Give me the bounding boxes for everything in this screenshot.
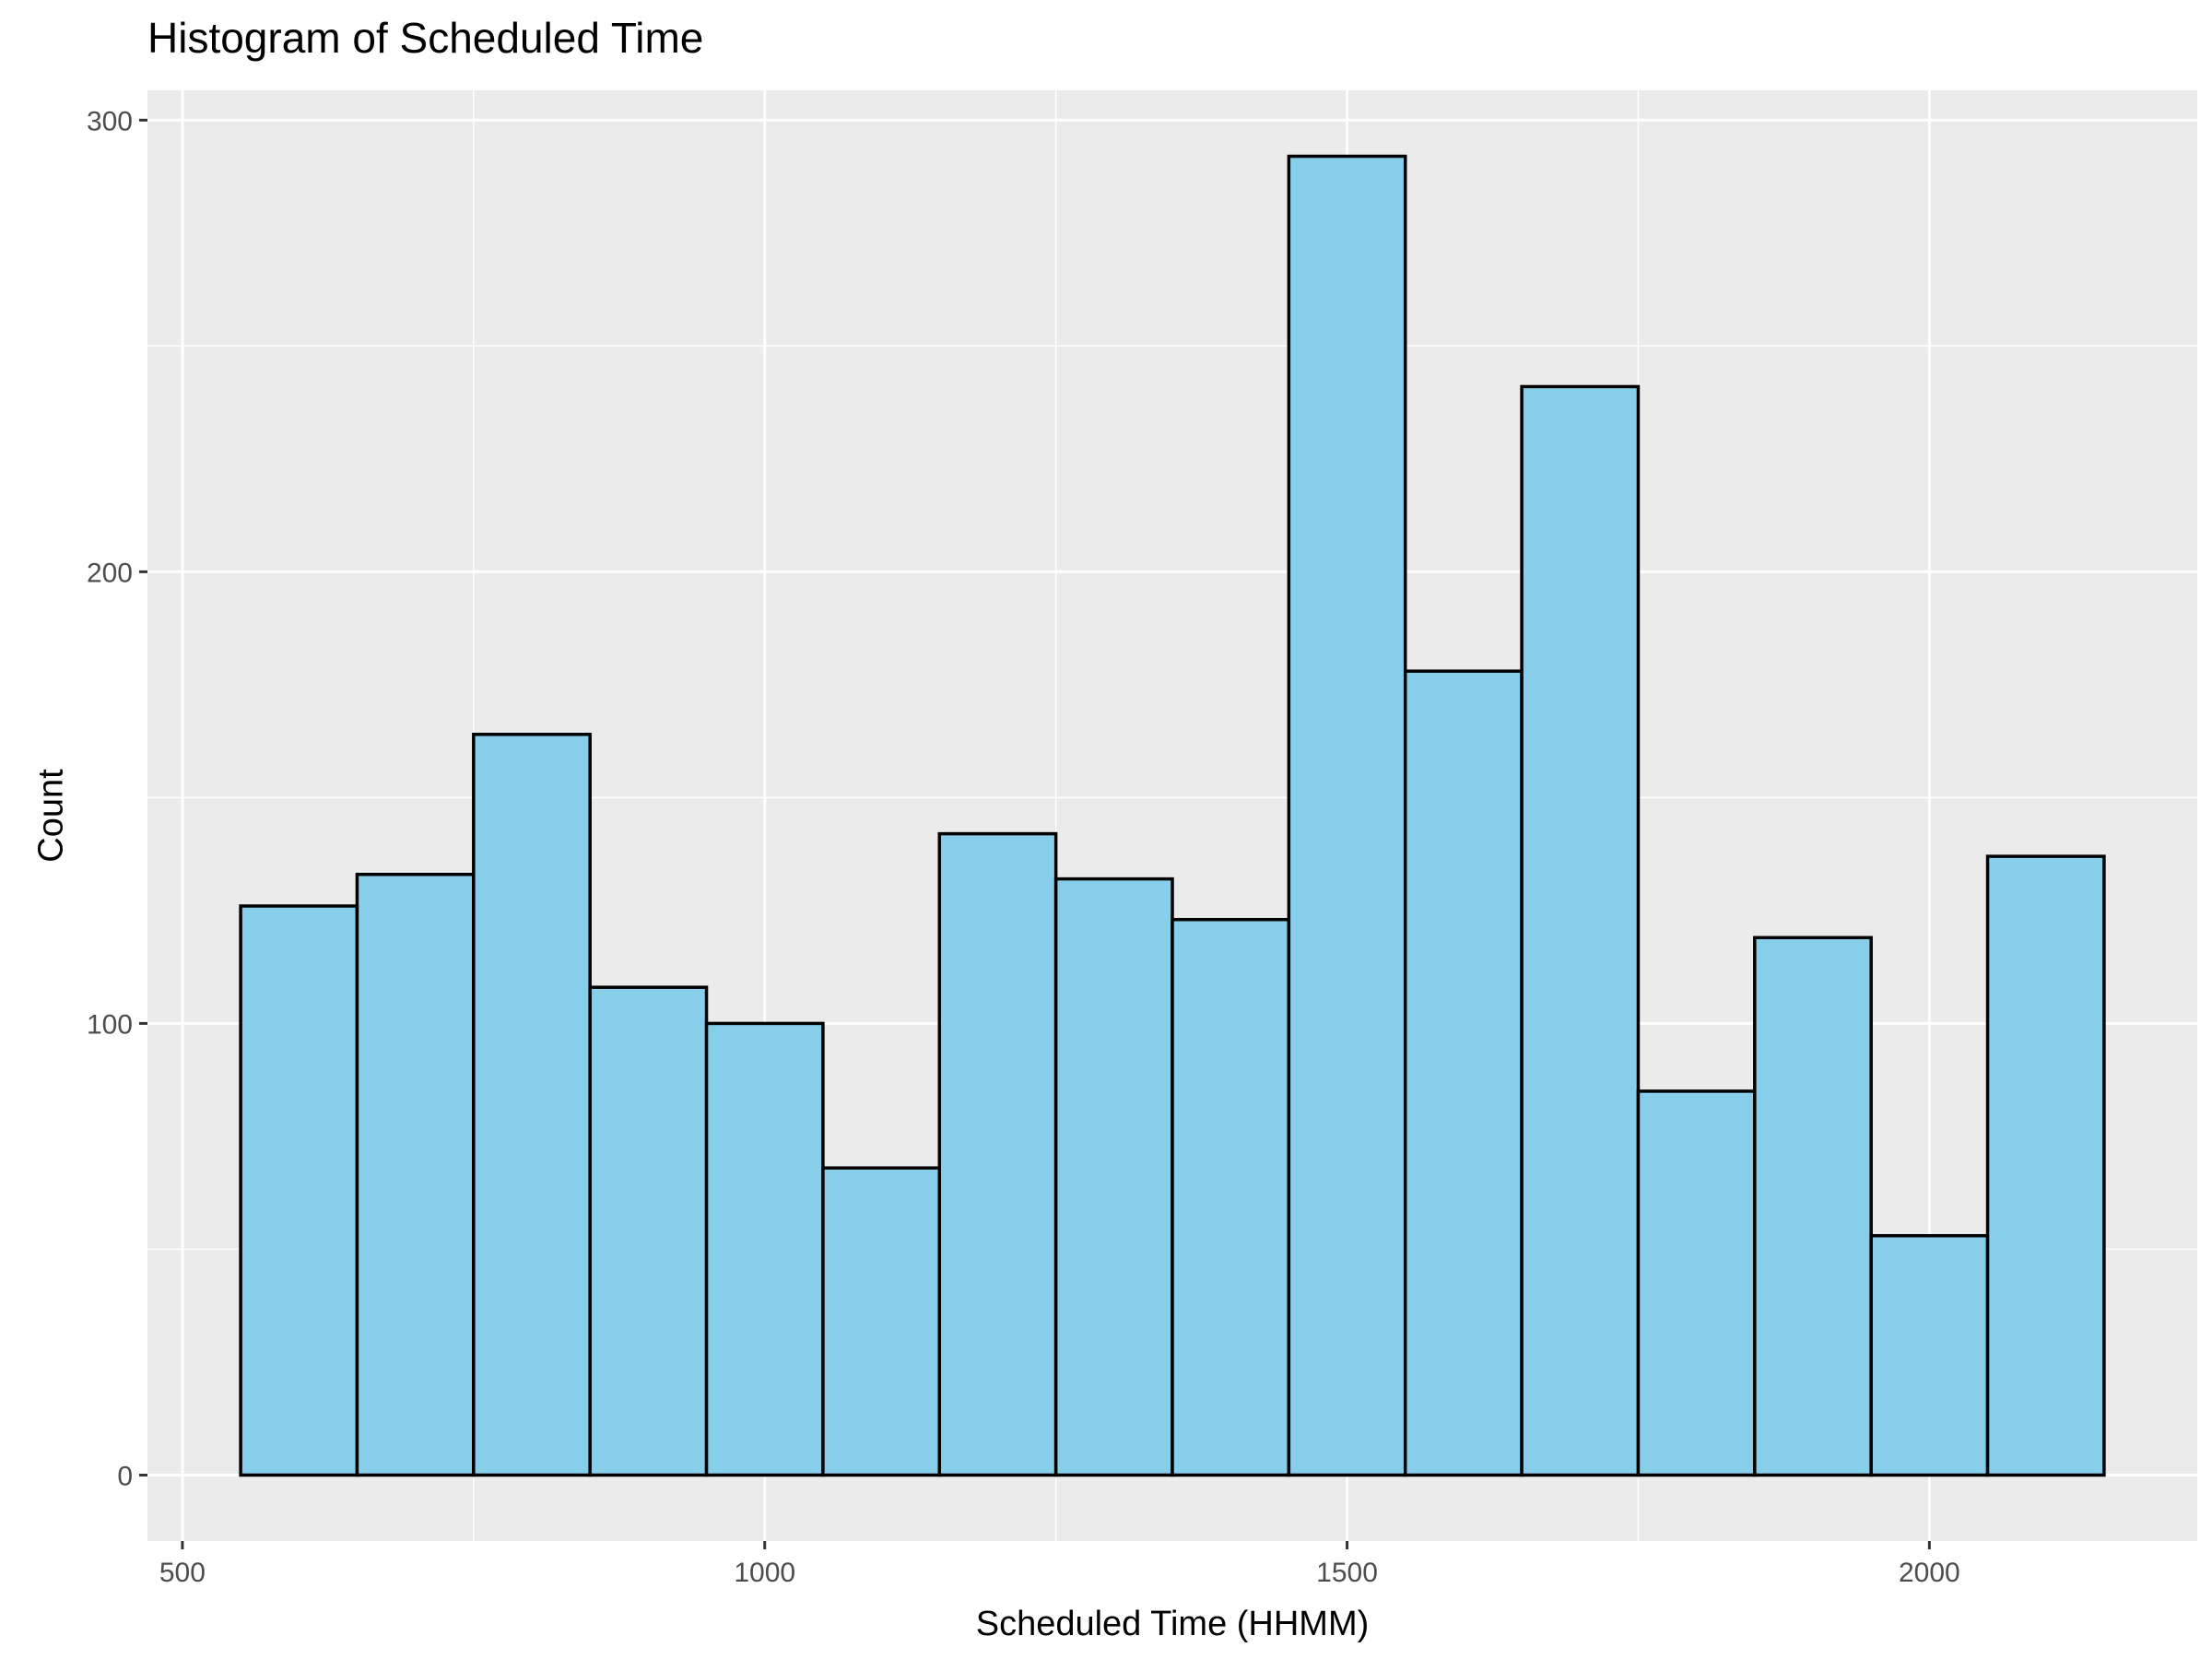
y-tick-label: 100 [87,1009,133,1040]
histogram-bar [1636,1089,1757,1477]
x-tick-label: 1500 [1316,1558,1378,1588]
y-axis-title: Count [31,769,70,863]
histogram-bar [1287,154,1407,1477]
y-tick-label: 300 [87,106,133,136]
histogram-bar [1869,1233,1990,1477]
histogram-bar [588,985,709,1477]
axes: 500 1000 1500 2000 0 100 200 300 [87,106,1960,1588]
histogram-bar [355,872,476,1477]
chart-title: Histogram of Scheduled Time [147,14,704,62]
histogram-bar [1753,935,1873,1477]
x-axis-title: Scheduled Time (HHMM) [976,1605,1370,1643]
y-tick-label: 0 [117,1461,133,1491]
histogram-bar [1053,877,1174,1477]
histogram-bar [704,1021,825,1477]
x-tick-label: 1000 [734,1558,795,1588]
histogram-bar [472,733,592,1477]
histogram-bar [821,1166,942,1477]
histogram-bar [1171,917,1291,1477]
y-tick-label: 200 [87,558,133,588]
histogram-bar [239,904,359,1477]
x-tick-label: 500 [159,1558,206,1588]
histogram-bar [1985,854,2106,1477]
histogram-bar [1520,384,1641,1477]
histogram-bar [937,831,1058,1477]
histogram-bar [1403,669,1524,1477]
x-tick-label: 2000 [1899,1558,1960,1588]
bars [239,154,2106,1477]
